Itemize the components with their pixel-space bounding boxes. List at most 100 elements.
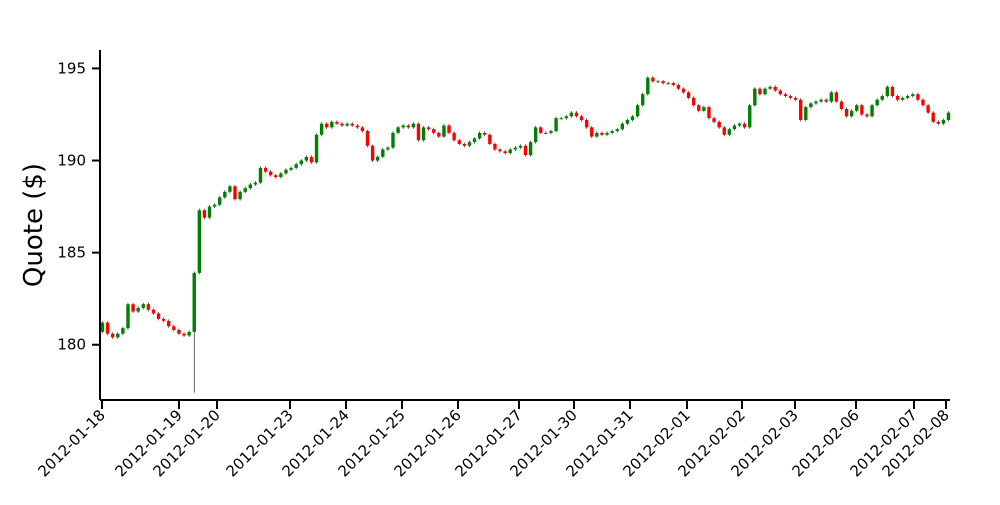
- candle-up: [391, 132, 395, 148]
- candle-up: [625, 120, 630, 124]
- candle-up: [319, 123, 324, 135]
- candle-down: [340, 123, 344, 126]
- candle-up: [615, 129, 619, 132]
- candle-up: [100, 322, 105, 332]
- candle-up: [212, 204, 217, 207]
- candle-down: [926, 105, 930, 113]
- candle-up: [753, 88, 757, 106]
- candle-up: [284, 169, 288, 174]
- candle-up: [763, 88, 767, 95]
- candle-up: [442, 125, 446, 137]
- candle-up: [809, 103, 813, 108]
- candle-down: [824, 99, 828, 102]
- candle-down: [268, 171, 273, 176]
- candle-down: [681, 88, 686, 93]
- y-tick-label: 185: [57, 244, 86, 262]
- candle-down: [233, 186, 237, 200]
- candle-up: [381, 149, 385, 157]
- candle-up: [345, 123, 349, 126]
- candle-down: [274, 175, 278, 178]
- candle-up: [549, 131, 553, 133]
- candle-up: [564, 116, 568, 119]
- candle-up: [528, 142, 533, 155]
- candle-down: [890, 86, 895, 97]
- candle-down: [177, 330, 181, 334]
- candle-up: [228, 186, 232, 192]
- candle-up: [533, 127, 538, 143]
- axes-layer: [99, 50, 950, 401]
- candle-down: [151, 309, 156, 314]
- candle-up: [401, 125, 405, 128]
- candle-down: [447, 125, 451, 133]
- candle-up: [386, 147, 390, 150]
- candle-up: [472, 138, 477, 143]
- candle-down: [406, 125, 410, 128]
- candle-down: [131, 304, 135, 312]
- candle-down: [590, 127, 594, 137]
- candle-down: [523, 145, 528, 155]
- candle-down: [671, 83, 675, 85]
- candle-up: [855, 105, 859, 111]
- candle-down: [432, 129, 436, 133]
- candle-down: [146, 304, 151, 310]
- candle-down: [834, 92, 839, 102]
- candle-down: [335, 121, 339, 124]
- candle-up: [595, 132, 599, 137]
- candle-up: [467, 142, 472, 146]
- candle-up: [477, 132, 482, 139]
- candle-up: [702, 107, 706, 111]
- candle-up: [243, 188, 247, 192]
- candle-down: [676, 85, 681, 89]
- candle-up: [610, 131, 614, 133]
- candle-down: [416, 123, 421, 141]
- candle-up: [121, 328, 125, 334]
- candle-down: [697, 105, 701, 111]
- candle-up: [870, 105, 874, 117]
- candle-down: [355, 125, 360, 128]
- candle-up: [187, 331, 191, 336]
- candle-up: [569, 112, 574, 117]
- candle-down: [202, 210, 207, 218]
- candle-down: [895, 96, 900, 100]
- candle-down: [717, 121, 721, 128]
- y-tick-label: 195: [57, 59, 86, 77]
- candle-up: [238, 191, 242, 200]
- candle-up: [849, 110, 854, 117]
- candle-up: [620, 123, 625, 130]
- candle-down: [539, 127, 543, 133]
- candle-down: [860, 105, 864, 115]
- candle-up: [875, 99, 879, 106]
- candle-up: [289, 167, 293, 170]
- candle-down: [105, 322, 110, 334]
- y-tick-label: 180: [57, 336, 86, 354]
- candle-up: [666, 83, 670, 85]
- candle-up: [253, 182, 258, 185]
- candle-up: [218, 197, 222, 205]
- candle-up: [248, 184, 252, 189]
- candle-down: [921, 99, 925, 106]
- candle-down: [651, 77, 655, 82]
- candle-up: [559, 118, 563, 120]
- candle-down: [161, 318, 166, 321]
- candle-down: [437, 132, 441, 137]
- candle-up: [630, 116, 635, 120]
- candle-up: [223, 191, 227, 198]
- candle-down: [839, 101, 844, 109]
- candle-down: [773, 86, 777, 91]
- candle-up: [906, 96, 910, 98]
- candle-down: [462, 143, 467, 146]
- candle-up: [197, 210, 202, 273]
- candle-down: [600, 132, 604, 135]
- candle-down: [309, 156, 314, 163]
- candle-up: [518, 145, 523, 148]
- candle-up: [299, 160, 303, 165]
- candle-down: [783, 94, 788, 97]
- candle-up: [411, 123, 416, 128]
- candle-up: [911, 94, 915, 97]
- candle-down: [778, 90, 783, 95]
- candle-up: [376, 156, 380, 161]
- candle-up: [605, 132, 609, 135]
- candle-down: [916, 94, 920, 100]
- candle-up: [732, 125, 737, 130]
- candle-down: [488, 134, 492, 144]
